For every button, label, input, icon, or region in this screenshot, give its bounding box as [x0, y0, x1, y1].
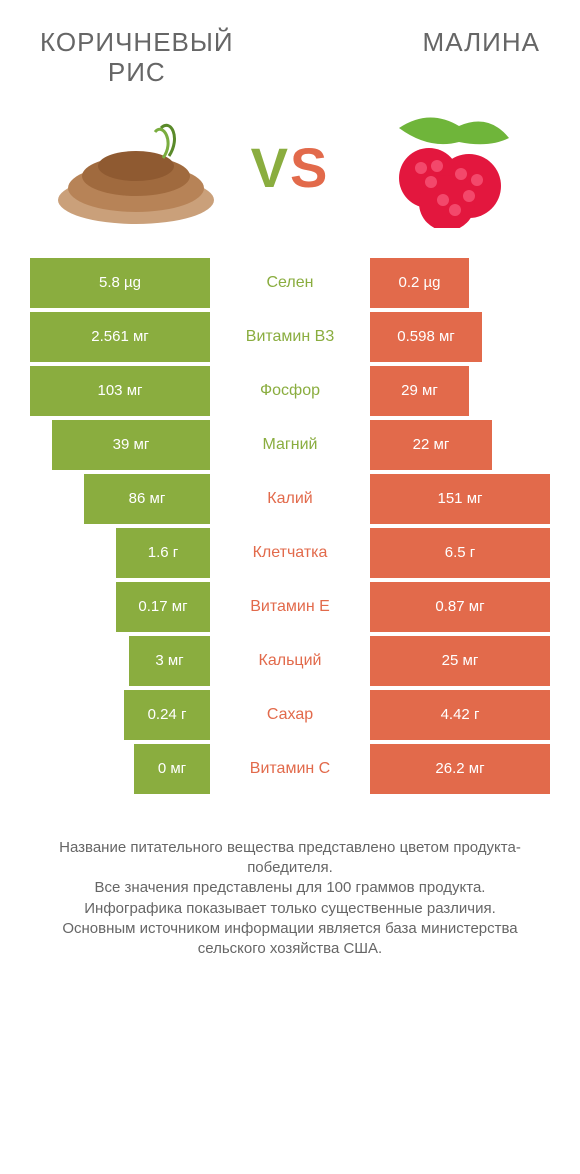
vs-label: VS [251, 135, 330, 200]
left-bar: 39 мг [52, 420, 210, 470]
right-side: 22 мг [370, 420, 550, 470]
table-row: 2.561 мг Витамин B3 0.598 мг [30, 312, 550, 362]
nutrient-label: Калий [210, 474, 370, 524]
left-value: 2.561 мг [91, 328, 149, 345]
right-value: 29 мг [401, 382, 438, 399]
left-side: 0.24 г [30, 690, 210, 740]
right-bar: 0.598 мг [370, 312, 482, 362]
footnote-line: Инфографика показывает только существенн… [30, 899, 550, 919]
left-side: 0 мг [30, 744, 210, 794]
left-value: 39 мг [113, 436, 150, 453]
left-side: 1.6 г [30, 528, 210, 578]
left-value: 3 мг [155, 652, 183, 669]
right-side: 29 мг [370, 366, 550, 416]
left-side: 5.8 µg [30, 258, 210, 308]
table-row: 1.6 г Клетчатка 6.5 г [30, 528, 550, 578]
left-bar: 5.8 µg [30, 258, 210, 308]
table-row: 86 мг Калий 151 мг [30, 474, 550, 524]
left-side: 103 мг [30, 366, 210, 416]
right-bar: 0.2 µg [370, 258, 469, 308]
footnote-line: Все значения представлены для 100 граммо… [30, 878, 550, 898]
table-row: 0.17 мг Витамин E 0.87 мг [30, 582, 550, 632]
right-bar: 22 мг [370, 420, 492, 470]
right-value: 26.2 мг [435, 760, 484, 777]
right-side: 0.2 µg [370, 258, 550, 308]
footnote: Название питательного вещества представл… [0, 798, 580, 990]
right-bar: 151 мг [370, 474, 550, 524]
left-value: 86 мг [129, 490, 166, 507]
left-value: 5.8 µg [99, 274, 141, 291]
nutrient-label: Фосфор [210, 366, 370, 416]
title-left-line1: Коричневый [40, 27, 234, 57]
title-left-line2: рис [108, 57, 166, 87]
nutrient-label: Клетчатка [210, 528, 370, 578]
left-value: 0.17 мг [138, 598, 187, 615]
brown-rice-icon [51, 108, 221, 228]
right-bar: 0.87 мг [370, 582, 550, 632]
left-bar: 86 мг [84, 474, 210, 524]
right-side: 25 мг [370, 636, 550, 686]
vs-v: V [251, 136, 290, 199]
table-row: 0.24 г Сахар 4.42 г [30, 690, 550, 740]
header: Коричневый рис Малина [0, 0, 580, 88]
nutrient-label: Кальций [210, 636, 370, 686]
vs-s: S [290, 136, 329, 199]
left-side: 3 мг [30, 636, 210, 686]
right-side: 4.42 г [370, 690, 550, 740]
table-row: 0 мг Витамин C 26.2 мг [30, 744, 550, 794]
title-left: Коричневый рис [40, 28, 234, 88]
table-row: 3 мг Кальций 25 мг [30, 636, 550, 686]
right-bar: 29 мг [370, 366, 469, 416]
left-side: 39 мг [30, 420, 210, 470]
left-value: 1.6 г [148, 544, 179, 561]
table-row: 39 мг Магний 22 мг [30, 420, 550, 470]
right-bar: 25 мг [370, 636, 550, 686]
right-side: 151 мг [370, 474, 550, 524]
right-value: 22 мг [413, 436, 450, 453]
raspberry-icon [359, 108, 529, 228]
right-bar: 4.42 г [370, 690, 550, 740]
nutrient-label: Витамин E [210, 582, 370, 632]
left-bar: 0.24 г [124, 690, 210, 740]
right-value: 6.5 г [445, 544, 476, 561]
vs-row: VS [0, 88, 580, 258]
right-value: 0.598 мг [397, 328, 455, 345]
left-side: 0.17 мг [30, 582, 210, 632]
right-side: 0.87 мг [370, 582, 550, 632]
left-bar: 103 мг [30, 366, 210, 416]
left-side: 86 мг [30, 474, 210, 524]
comparison-table: 5.8 µg Селен 0.2 µg 2.561 мг Витамин B3 0.598… [0, 258, 580, 794]
nutrient-label: Магний [210, 420, 370, 470]
right-value: 0.87 мг [435, 598, 484, 615]
right-value: 25 мг [442, 652, 479, 669]
right-bar: 26.2 мг [370, 744, 550, 794]
nutrient-label: Сахар [210, 690, 370, 740]
table-row: 5.8 µg Селен 0.2 µg [30, 258, 550, 308]
nutrient-label: Селен [210, 258, 370, 308]
right-side: 6.5 г [370, 528, 550, 578]
footnote-line: Основным источником информации является … [30, 919, 550, 960]
left-bar: 1.6 г [116, 528, 210, 578]
left-bar: 3 мг [129, 636, 210, 686]
right-bar: 6.5 г [370, 528, 550, 578]
title-right: Малина [423, 28, 540, 58]
right-value: 0.2 µg [398, 274, 440, 291]
left-bar: 0.17 мг [116, 582, 210, 632]
nutrient-label: Витамин B3 [210, 312, 370, 362]
right-side: 26.2 мг [370, 744, 550, 794]
left-bar: 2.561 мг [30, 312, 210, 362]
right-value: 4.42 г [441, 706, 480, 723]
left-value: 0.24 г [148, 706, 187, 723]
left-value: 103 мг [98, 382, 143, 399]
right-value: 151 мг [438, 490, 483, 507]
table-row: 103 мг Фосфор 29 мг [30, 366, 550, 416]
right-side: 0.598 мг [370, 312, 550, 362]
left-bar: 0 мг [134, 744, 210, 794]
footnote-line: Название питательного вещества представл… [30, 838, 550, 879]
left-side: 2.561 мг [30, 312, 210, 362]
nutrient-label: Витамин C [210, 744, 370, 794]
left-value: 0 мг [158, 760, 186, 777]
